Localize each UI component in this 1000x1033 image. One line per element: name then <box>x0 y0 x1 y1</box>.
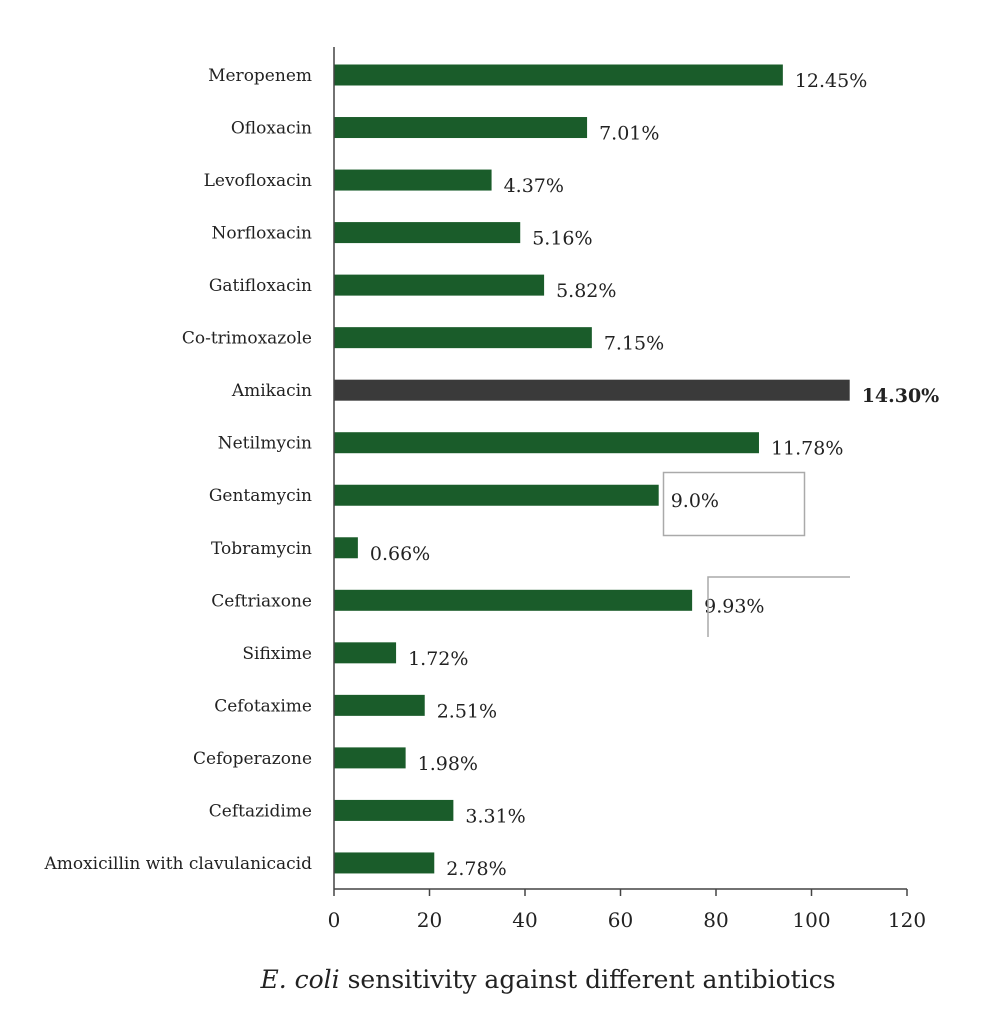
data-label: 4.37% <box>504 175 564 197</box>
x-tick-label: 120 <box>888 908 926 932</box>
bar-levofloxacin <box>334 169 492 191</box>
data-label: 14.30% <box>862 385 940 407</box>
bar-tobramycin <box>334 537 358 559</box>
bar-amoxicillin-with-clavulanicacid <box>334 852 435 874</box>
bar-co-trimoxazole <box>334 327 592 349</box>
bar-netilmycin <box>334 432 759 454</box>
bar-cefotaxime <box>334 694 425 716</box>
bar-ceftazidime <box>334 799 454 821</box>
category-label: Meropenem <box>208 66 312 86</box>
bar-amikacin <box>334 379 850 401</box>
data-label: 9.0% <box>671 490 719 512</box>
bar-gatifloxacin <box>334 274 545 296</box>
x-tick-labels: 0 20 40 60 80 100 120 <box>328 908 926 932</box>
category-label: Gentamycin <box>209 486 312 506</box>
category-label: Ceftazidime <box>209 801 312 821</box>
bar-ofloxacin <box>334 117 588 139</box>
category-label: Sifixime <box>242 644 312 664</box>
bar-ceftriaxone <box>334 589 693 611</box>
x-axis-title-italic: E. coli <box>259 965 339 994</box>
data-label: 2.78% <box>446 858 506 880</box>
ceftriaxone-annotation-bracket <box>707 576 850 637</box>
category-label: Gatifloxacin <box>209 276 312 296</box>
data-label: 0.66% <box>370 543 430 565</box>
axes-group <box>333 47 908 896</box>
data-label: 2.51% <box>437 700 497 722</box>
bar-cefoperazone <box>334 747 406 769</box>
x-tick-label: 0 <box>328 908 341 932</box>
gentamycin-annotation-box <box>662 471 806 537</box>
annotation-boxes <box>662 471 850 637</box>
data-label: 1.98% <box>418 753 478 775</box>
bar-norfloxacin <box>334 222 521 244</box>
data-label: 3.31% <box>465 805 525 827</box>
x-axis-title-rest: sensitivity against different antibiotic… <box>340 965 836 994</box>
category-label: Cefoperazone <box>193 749 312 769</box>
bars-group <box>334 64 850 874</box>
category-label: Netilmycin <box>218 434 312 454</box>
x-tick-label: 20 <box>417 908 442 932</box>
category-labels: Meropenem Ofloxacin Levofloxacin Norfloxaci… <box>43 66 312 874</box>
bar-meropenem <box>334 64 783 86</box>
category-label: Amikacin <box>231 381 312 401</box>
value-labels: 12.45% 7.01% 4.37% 5.16% 5.82% 7.15% 14.30% 11.… <box>370 70 939 880</box>
x-axis-title: E. coli sensitivity against different an… <box>259 965 835 994</box>
category-label: Norfloxacin <box>212 224 312 244</box>
bar-sifixime <box>334 642 397 664</box>
x-tick-label: 60 <box>608 908 633 932</box>
category-label: Co-trimoxazole <box>182 329 312 349</box>
category-label: Amoxicillin with clavulanicacid <box>43 854 312 874</box>
x-tick-label: 100 <box>792 908 830 932</box>
category-label: Cefotaxime <box>214 696 312 716</box>
data-label: 11.78% <box>771 438 843 460</box>
data-label: 5.82% <box>556 280 616 302</box>
data-label: 7.01% <box>599 123 659 145</box>
category-label: Ofloxacin <box>231 119 312 139</box>
data-label: 9.93% <box>704 595 764 617</box>
x-tick-label: 80 <box>703 908 728 932</box>
data-label: 1.72% <box>408 648 468 670</box>
category-label: Levofloxacin <box>204 171 312 191</box>
x-tick-label: 40 <box>512 908 537 932</box>
data-label: 7.15% <box>604 333 664 355</box>
data-label: 5.16% <box>532 228 592 250</box>
data-label: 12.45% <box>795 70 867 92</box>
category-label: Tobramycin <box>211 539 312 559</box>
category-label: Ceftriaxone <box>211 591 312 611</box>
bar-gentamycin <box>334 484 659 506</box>
